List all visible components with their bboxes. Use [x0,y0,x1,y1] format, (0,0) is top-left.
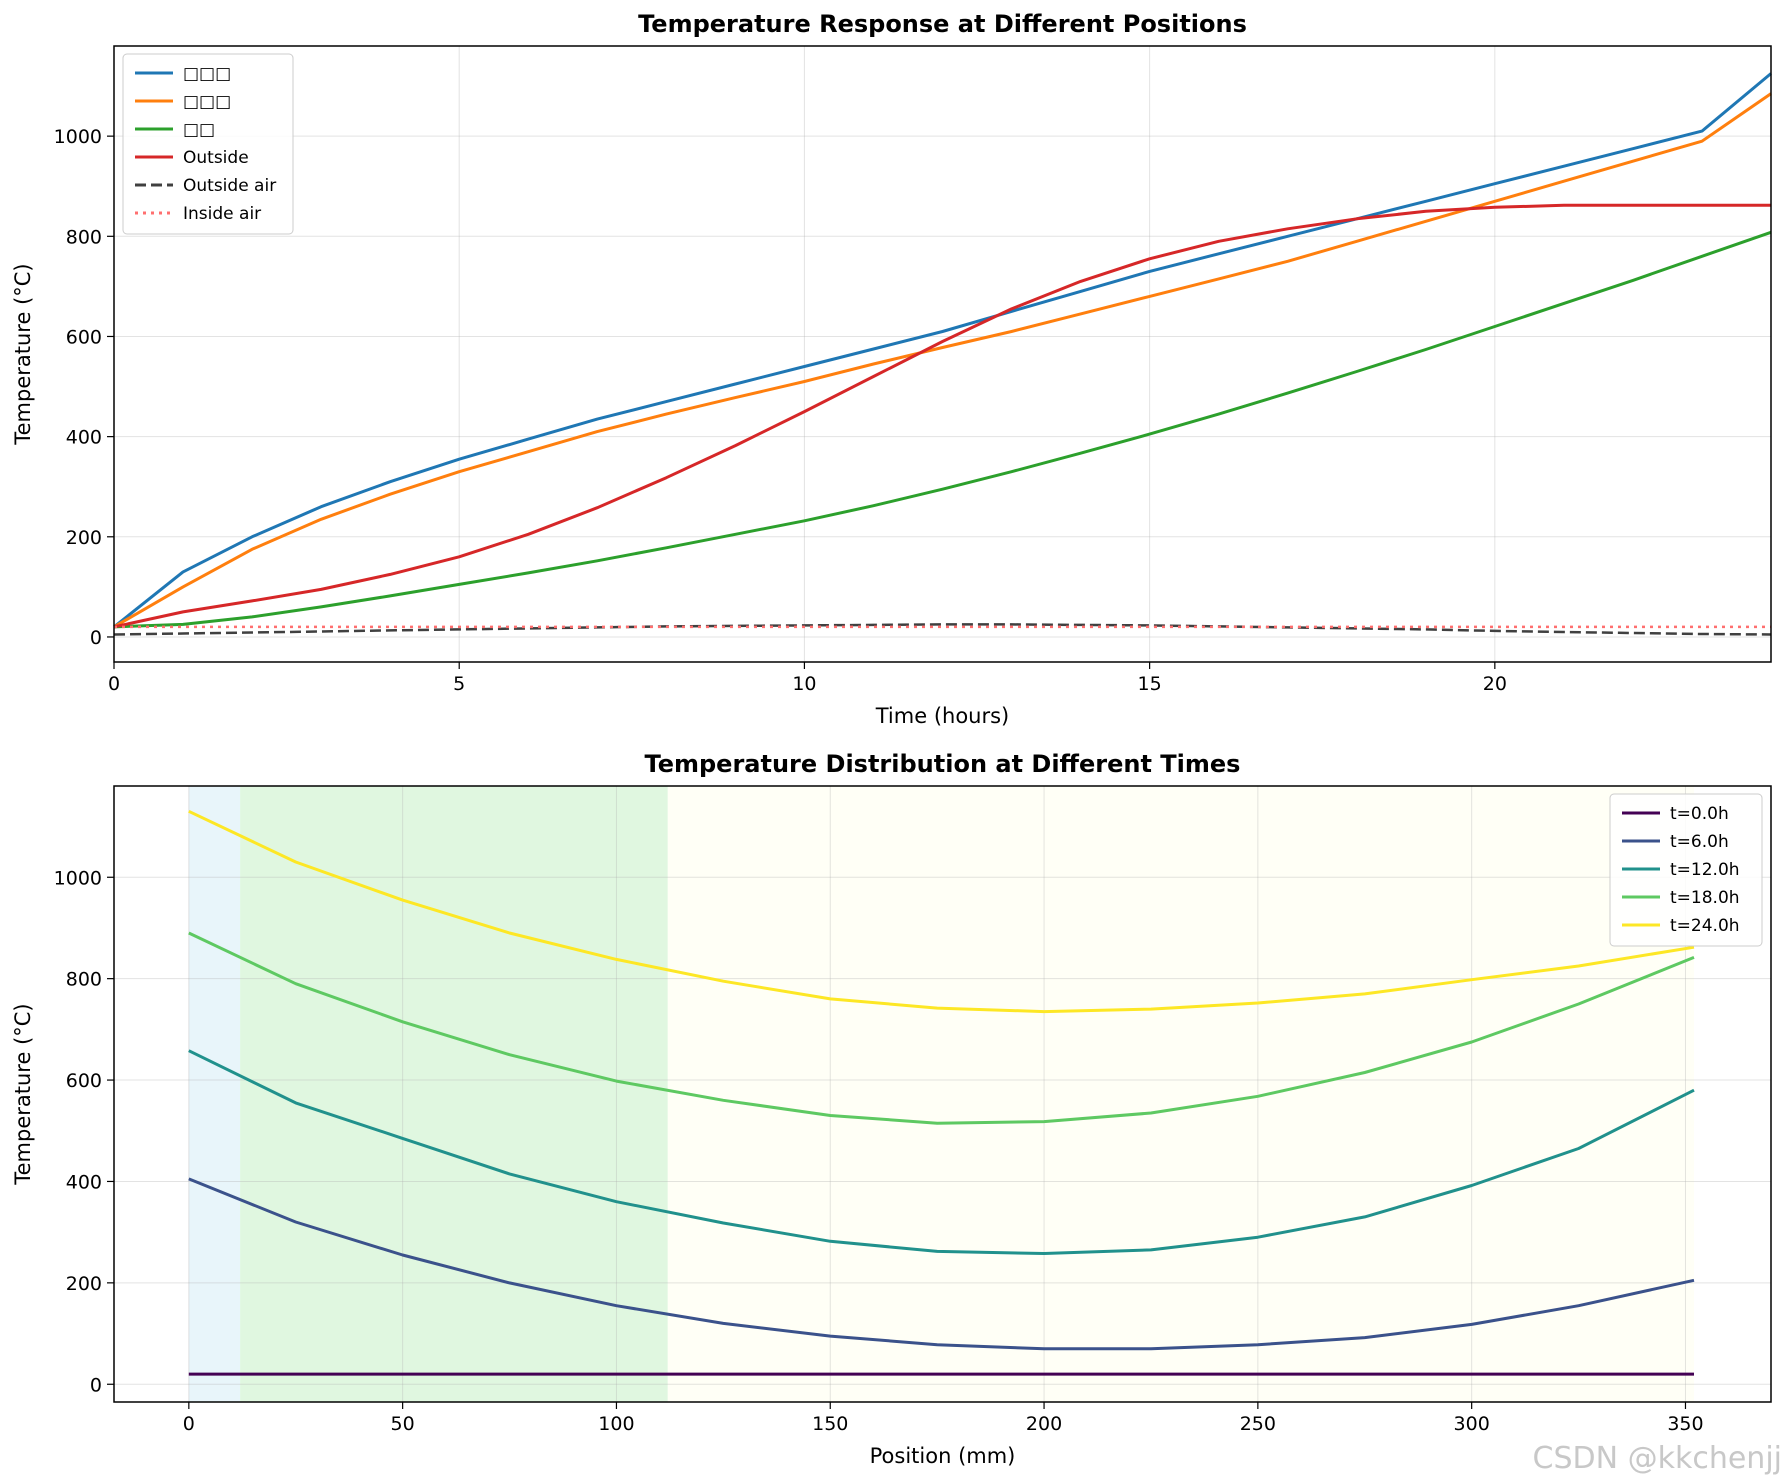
y-tick-label: 1000 [54,126,102,148]
watermark: CSDN @kkchenjj [1533,1441,1782,1476]
legend-label-3: Outside [183,148,249,168]
series-line-1 [113,92,1772,629]
x-tick-label: 10 [792,673,816,695]
x-tick-label: 300 [1454,1413,1490,1435]
x-tick-label: 200 [1026,1413,1062,1435]
y-axis-label: Temperature (°C) [11,1003,35,1185]
plot-frame [113,45,1772,663]
x-tick-label: 250 [1240,1413,1276,1435]
y-tick-label: 800 [66,969,102,991]
shaded-region-2 [667,786,1695,1402]
legend-label-4: t=24.0h [1670,916,1740,936]
y-tick-label: 0 [90,1374,102,1396]
x-tick-label: 20 [1483,673,1507,695]
series-line-2 [188,1049,1695,1255]
legend-box [122,53,294,235]
y-tick-label: 0 [90,627,102,649]
legend-label-2: t=12.0h [1670,860,1740,880]
x-tick-label: 100 [598,1413,634,1435]
series-line-1 [188,1177,1695,1351]
series-line-3 [113,203,1771,629]
y-tick-label: 600 [66,1070,102,1092]
legend-label-1: t=6.0h [1670,832,1729,852]
y-tick-label: 1000 [54,867,102,889]
series-line-4 [113,623,1772,636]
series-line-2 [113,230,1772,629]
legend-label-0: □□□ [183,64,231,84]
legend-label-4: Outside air [183,176,276,196]
chart-title: Temperature Distribution at Different Ti… [645,750,1241,778]
legend-label-2: □□ [183,120,215,140]
legend-box [1609,793,1763,947]
series-line-3 [188,931,1695,1125]
legend-label-3: t=18.0h [1670,888,1740,908]
series-line-0 [113,72,1772,629]
y-tick-label: 200 [66,527,102,549]
x-axis-label: Position (mm) [870,1444,1016,1468]
legend-label-1: □□□ [183,92,231,112]
x-tick-label: 5 [453,673,465,695]
y-axis-label: Temperature (°C) [11,263,35,445]
legend-label-0: t=0.0h [1670,804,1729,824]
x-axis-label: Time (hours) [875,704,1010,728]
x-tick-label: 0 [108,673,120,695]
y-tick-label: 600 [66,326,102,348]
x-tick-label: 350 [1667,1413,1703,1435]
plot-frame [113,785,1772,1403]
x-tick-label: 0 [183,1413,195,1435]
chart-title: Temperature Response at Different Positi… [638,10,1247,38]
series-line-4 [188,809,1695,1014]
chart-bottom: 0 50 100 150 200 250 300 350 0 200 400 600 800 1000 Te… [11,750,1772,1468]
y-tick-label: 800 [66,226,102,248]
legend-label-5: Inside air [183,204,261,224]
x-tick-label: 150 [812,1413,848,1435]
y-tick-label: 400 [66,1171,102,1193]
x-tick-label: 50 [391,1413,415,1435]
shaded-region-1 [240,786,668,1402]
y-tick-label: 200 [66,1273,102,1295]
x-tick-label: 15 [1138,673,1162,695]
shaded-region-0 [188,786,241,1402]
y-tick-label: 400 [66,427,102,449]
